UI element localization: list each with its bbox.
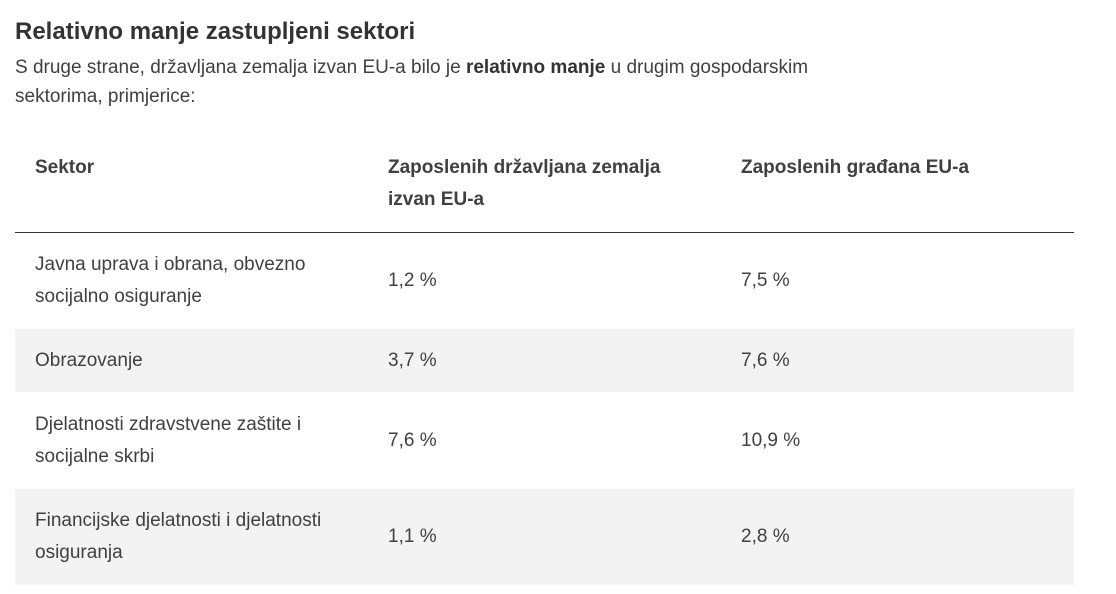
cell-sector: Financijske djelatnosti i djelatnosti os… [15, 489, 368, 585]
intro-text-start: S druge strane, državljana zemalja izvan… [15, 57, 466, 78]
table-row: Javna uprava i obrana, obvezno socijalno… [15, 233, 1074, 330]
header-eu: Zaposlenih građana EU-a [721, 139, 1074, 233]
article-section: Relativno manje zastupljeni sektori S dr… [15, 16, 1074, 585]
table-row: Obrazovanje 3,7 % 7,6 % [15, 329, 1074, 392]
intro-text-end: u drugim gospodarskim sektorima, primjer… [15, 57, 809, 107]
cell-non-eu: 7,6 % [388, 429, 437, 451]
cell-non-eu: 1,1 % [368, 489, 721, 585]
section-heading: Relativno manje zastupljeni sektori [15, 18, 416, 45]
cell-eu: 7,5 % [741, 270, 790, 291]
intro-emphasis: relativno manje [465, 57, 606, 78]
cell-eu: 10,9 % [741, 429, 801, 451]
header-non-eu: Zaposlenih državljana zemalja izvan EU-a [368, 139, 721, 233]
cell-non-eu: 1,2 % [388, 270, 437, 291]
cell-eu: 7,6 % [721, 329, 1074, 392]
sector-table: Sektor Zaposlenih državljana zemalja izv… [15, 139, 1074, 585]
table-row: Djelatnosti zdravstvene zaštite i socija… [15, 392, 1074, 489]
table-row: Financijske djelatnosti i djelatnosti os… [15, 489, 1074, 585]
table-header-row: Sektor Zaposlenih državljana zemalja izv… [15, 139, 1074, 233]
intro-paragraph: S druge strane, državljana zemalja izvan… [15, 53, 875, 111]
cell-sector: Obrazovanje [15, 329, 368, 392]
cell-non-eu: 3,7 % [368, 329, 721, 392]
cell-sector: Javna uprava i obrana, obvezno socijalno… [35, 254, 306, 307]
cell-sector: Djelatnosti zdravstvene zaštite i socija… [35, 413, 302, 467]
cell-eu: 2,8 % [721, 489, 1074, 585]
header-sector: Sektor [15, 139, 368, 233]
